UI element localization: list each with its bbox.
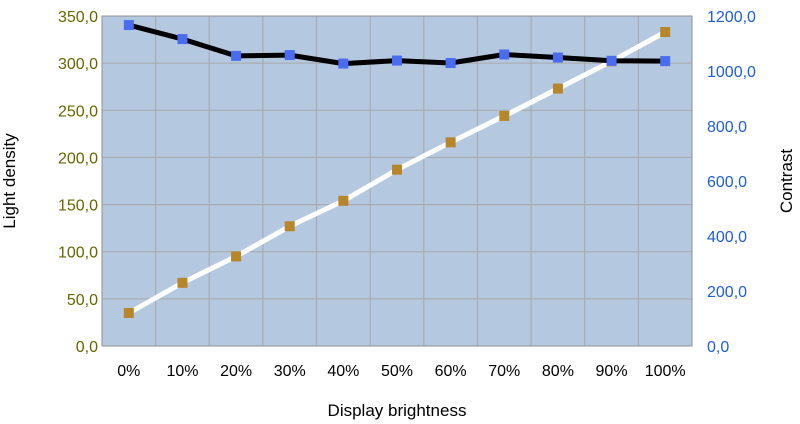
data-point-marker xyxy=(177,34,188,45)
x-tick-label: 70% xyxy=(488,363,520,380)
series-2 xyxy=(123,20,671,69)
data-point-marker xyxy=(445,137,456,148)
y-left-axis-title: Light density xyxy=(0,133,19,229)
data-point-marker xyxy=(231,50,242,61)
data-point-marker xyxy=(445,58,456,69)
y-left-tick-label: 50,0 xyxy=(67,292,98,309)
y-right-tick-label: 1200,0 xyxy=(707,9,756,26)
data-point-marker xyxy=(123,20,134,31)
y-left-tick-label: 100,0 xyxy=(58,245,98,262)
y-right-ticks: 0,0 200,0 400,0 600,0 800,0 1000,0 1200,0 xyxy=(707,9,756,356)
data-point-marker xyxy=(606,55,617,66)
y-right-tick-label: 200,0 xyxy=(707,284,747,301)
data-point-marker xyxy=(499,110,510,121)
x-tick-label: 10% xyxy=(166,363,198,380)
y-left-tick-label: 350,0 xyxy=(58,9,98,26)
y-right-tick-label: 800,0 xyxy=(707,119,747,136)
data-point-marker xyxy=(123,308,134,318)
data-point-marker xyxy=(660,56,671,67)
series-layer xyxy=(123,20,671,318)
x-tick-label: 90% xyxy=(596,363,628,380)
data-point-marker xyxy=(284,221,295,232)
data-point-marker xyxy=(284,50,295,61)
y-left-tick-label: 200,0 xyxy=(58,150,98,167)
data-point-marker xyxy=(552,52,563,63)
x-tick-label: 60% xyxy=(435,363,467,380)
plot-border xyxy=(101,15,693,347)
x-ticks: 0% 10% 20% 30% 40% 50% 60% 70% 80% 90% 100% xyxy=(117,363,685,380)
x-tick-label: 40% xyxy=(327,363,359,380)
x-tick-label: 80% xyxy=(542,363,574,380)
y-left-tick-label: 300,0 xyxy=(58,56,98,73)
y-right-axis-title: Contrast xyxy=(777,149,796,214)
y-right-tick-label: 0,0 xyxy=(707,339,729,356)
x-tick-label: 50% xyxy=(381,363,413,380)
data-point-marker xyxy=(392,164,402,175)
y-right-tick-label: 1000,0 xyxy=(707,64,756,81)
data-point-marker xyxy=(338,195,349,206)
data-point-marker xyxy=(552,83,563,94)
data-point-marker xyxy=(177,277,188,288)
y-left-ticks: 0,0 50,0 100,0 150,0 200,0 250,0 300,0 350,0 xyxy=(58,9,98,356)
y-right-tick-label: 400,0 xyxy=(707,229,747,246)
data-point-marker xyxy=(338,58,349,69)
y-left-tick-label: 150,0 xyxy=(58,198,98,215)
x-tick-label: 20% xyxy=(220,363,252,380)
y-left-tick-label: 0,0 xyxy=(76,339,98,356)
x-tick-label: 100% xyxy=(645,363,686,380)
data-point-marker xyxy=(499,49,510,60)
data-point-marker xyxy=(231,251,242,262)
x-tick-label: 30% xyxy=(274,363,306,380)
x-axis-title: Display brightness xyxy=(328,401,467,420)
data-point-marker xyxy=(660,27,671,38)
grid xyxy=(101,15,693,347)
x-tick-label: 0% xyxy=(117,363,140,380)
y-right-tick-label: 600,0 xyxy=(707,174,747,191)
data-point-marker xyxy=(392,55,402,66)
y-left-tick-label: 250,0 xyxy=(58,103,98,120)
series-1 xyxy=(123,27,671,318)
